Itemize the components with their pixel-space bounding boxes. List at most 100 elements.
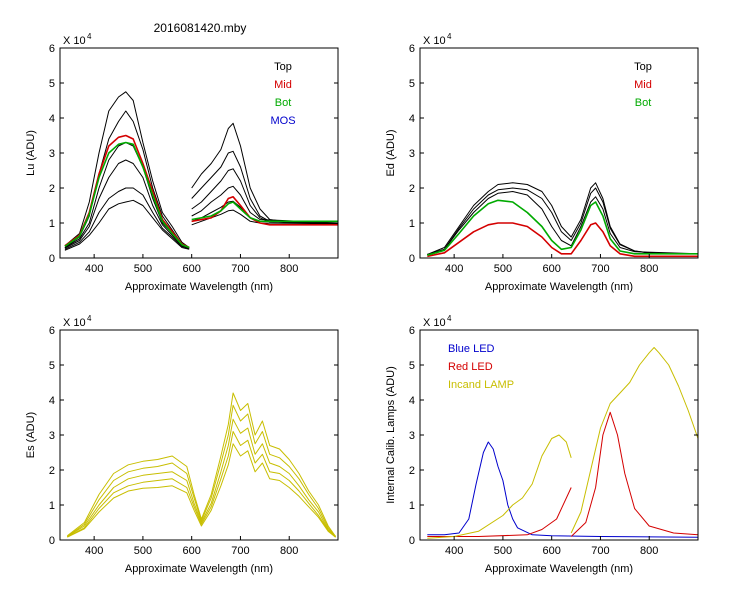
- series-line-blue-led: [427, 441, 698, 538]
- y-tick-label: 0: [49, 535, 55, 547]
- x-axis-label: Approximate Wavelength (nm): [485, 563, 633, 575]
- series-group: [427, 347, 698, 539]
- y-tick-label: 2: [409, 183, 415, 195]
- y-exponent-power: 4: [87, 314, 92, 323]
- series-group: [64, 91, 338, 251]
- y-tick-label: 1: [409, 218, 415, 230]
- y-tick-label: 1: [409, 500, 415, 512]
- series-group: [427, 182, 698, 258]
- y-axis-label: Lu (ADU): [25, 130, 37, 176]
- x-tick-label: 700: [591, 263, 609, 275]
- x-tick-label: 800: [640, 263, 658, 275]
- series-line-top: [191, 122, 338, 224]
- x-tick-label: 600: [183, 263, 201, 275]
- series-line-es-5: [67, 443, 336, 538]
- y-tick-label: 6: [49, 325, 55, 337]
- y-tick-label: 6: [409, 325, 415, 337]
- series-line-bot: [191, 201, 338, 223]
- x-tick-label: 700: [231, 263, 249, 275]
- y-axis-label: Ed (ADU): [385, 129, 397, 176]
- legend-entry-incand-lamp: Incand LAMP: [448, 379, 514, 391]
- y-tick-label: 0: [49, 253, 55, 265]
- series-line-bot: [64, 141, 190, 249]
- y-axis-label: Es (ADU): [25, 412, 37, 458]
- series-line-top: [64, 187, 190, 250]
- x-tick-label: 400: [85, 545, 103, 557]
- legend-entry-top: Top: [274, 61, 292, 73]
- y-tick-label: 2: [49, 465, 55, 477]
- x-tick-label: 600: [543, 263, 561, 275]
- series-line-top: [191, 185, 338, 224]
- series-line-top: [191, 209, 338, 226]
- y-exponent-label: X 10: [63, 317, 86, 329]
- y-tick-label: 5: [409, 360, 415, 372]
- x-axis-label: Approximate Wavelength (nm): [485, 281, 633, 293]
- axes-frame: [59, 329, 339, 541]
- y-tick-label: 0: [409, 535, 415, 547]
- y-exponent-power: 4: [447, 314, 452, 323]
- y-tick-label: 2: [409, 465, 415, 477]
- x-tick-label: 500: [134, 545, 152, 557]
- y-tick-label: 2: [49, 183, 55, 195]
- legend-entry-mid: Mid: [274, 79, 292, 91]
- x-tick-label: 600: [183, 545, 201, 557]
- y-tick-label: 5: [409, 78, 415, 90]
- y-tick-label: 5: [49, 78, 55, 90]
- y-tick-label: 6: [409, 43, 415, 55]
- legend-entry-blue-led: Blue LED: [448, 343, 495, 355]
- legend-entry-mid: Mid: [634, 79, 652, 91]
- series-line-incand-lamp: [427, 434, 572, 539]
- y-tick-label: 4: [409, 113, 415, 125]
- y-tick-label: 3: [409, 430, 415, 442]
- x-tick-label: 500: [494, 545, 512, 557]
- y-exponent-label: X 10: [423, 317, 446, 329]
- x-tick-label: 700: [231, 545, 249, 557]
- series-line-es-4: [67, 431, 336, 538]
- x-tick-label: 500: [134, 263, 152, 275]
- x-tick-label: 500: [494, 263, 512, 275]
- series-line-es-3: [67, 418, 336, 537]
- axes-frame: [59, 47, 339, 259]
- y-exponent-power: 4: [447, 32, 452, 41]
- series-line-incand-lamp: [570, 347, 698, 534]
- x-tick-label: 800: [280, 263, 298, 275]
- x-tick-label: 400: [445, 545, 463, 557]
- series-line-top: [427, 187, 698, 255]
- legend-entry-bot: Bot: [635, 97, 652, 109]
- y-tick-label: 4: [409, 395, 415, 407]
- series-line-bot: [427, 199, 698, 256]
- y-tick-label: 0: [409, 253, 415, 265]
- y-tick-label: 6: [49, 43, 55, 55]
- x-tick-label: 400: [445, 263, 463, 275]
- y-tick-label: 3: [49, 148, 55, 160]
- legend-entry-mos: MOS: [270, 115, 295, 127]
- series-group: [66, 392, 337, 538]
- x-tick-label: 800: [640, 545, 658, 557]
- series-line-top: [64, 159, 190, 249]
- legend-entry-red-led: Red LED: [448, 361, 493, 373]
- y-tick-label: 1: [49, 500, 55, 512]
- legend-entry-top: Top: [634, 61, 652, 73]
- x-axis-label: Approximate Wavelength (nm): [125, 281, 273, 293]
- x-tick-label: 600: [543, 545, 561, 557]
- y-tick-label: 5: [49, 360, 55, 372]
- y-tick-label: 3: [49, 430, 55, 442]
- series-line-top: [64, 199, 190, 251]
- series-line-red-led: [570, 411, 698, 537]
- series-line-red-led: [427, 487, 572, 537]
- y-tick-label: 4: [49, 113, 55, 125]
- series-line-top: [191, 150, 338, 224]
- x-tick-label: 400: [85, 263, 103, 275]
- series-line-top: [427, 191, 698, 255]
- y-tick-label: 1: [49, 218, 55, 230]
- series-line-mid: [427, 222, 698, 258]
- y-exponent-power: 4: [87, 32, 92, 41]
- legend-entry-bot: Bot: [275, 97, 292, 109]
- x-tick-label: 800: [280, 545, 298, 557]
- series-line-top: [64, 91, 190, 248]
